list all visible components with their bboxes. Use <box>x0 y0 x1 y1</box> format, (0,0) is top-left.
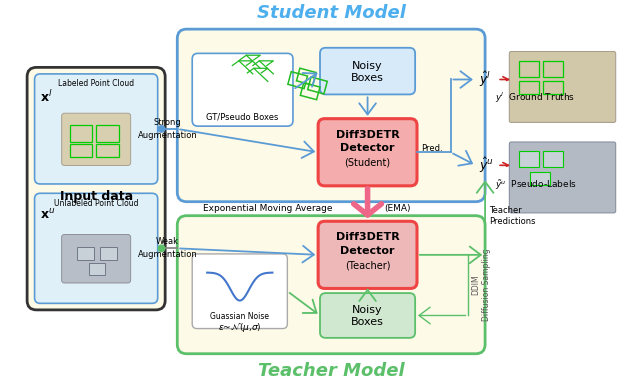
Bar <box>96 144 118 157</box>
FancyBboxPatch shape <box>177 29 485 202</box>
Text: $\hat{y}^u$: $\hat{y}^u$ <box>479 156 493 175</box>
Text: $\hat{y}^l$: $\hat{y}^l$ <box>479 70 491 89</box>
Bar <box>89 264 106 275</box>
Text: Boxes: Boxes <box>351 73 384 83</box>
Text: Diff3DETR: Diff3DETR <box>336 130 399 140</box>
Bar <box>518 81 539 94</box>
Bar <box>518 61 539 77</box>
Text: $\mathbf{x}^l$: $\mathbf{x}^l$ <box>40 89 52 105</box>
Text: Detector: Detector <box>340 246 395 256</box>
FancyBboxPatch shape <box>318 119 417 186</box>
Text: $\varepsilon$~$\mathcal{N}$($\mu$,$\sigma$): $\varepsilon$~$\mathcal{N}$($\mu$,$\sigm… <box>218 321 262 334</box>
Bar <box>70 125 92 142</box>
Bar <box>296 68 316 85</box>
FancyBboxPatch shape <box>35 74 157 184</box>
FancyBboxPatch shape <box>61 113 131 165</box>
FancyBboxPatch shape <box>61 235 131 283</box>
Circle shape <box>158 126 164 132</box>
Text: Noisy: Noisy <box>352 305 383 315</box>
Circle shape <box>158 245 164 252</box>
Text: (Student): (Student) <box>344 158 390 168</box>
Bar <box>543 151 563 167</box>
Text: $\tilde{y}^u$  Pseudo-Labels: $\tilde{y}^u$ Pseudo-Labels <box>495 178 577 192</box>
Text: Input data: Input data <box>60 189 132 202</box>
Text: Unlabeled Point Cloud: Unlabeled Point Cloud <box>54 199 138 208</box>
Text: Weak: Weak <box>156 238 179 246</box>
Text: Strong: Strong <box>154 118 181 127</box>
Text: Noisy: Noisy <box>352 60 383 71</box>
FancyBboxPatch shape <box>318 221 417 288</box>
FancyBboxPatch shape <box>320 293 415 338</box>
FancyBboxPatch shape <box>177 216 485 354</box>
Bar <box>543 61 563 77</box>
Bar <box>543 81 563 94</box>
Text: Pred.: Pred. <box>420 144 442 153</box>
FancyBboxPatch shape <box>192 53 293 126</box>
Text: $\mathbf{x}^u$: $\mathbf{x}^u$ <box>40 208 56 222</box>
FancyBboxPatch shape <box>320 48 415 94</box>
FancyBboxPatch shape <box>35 193 157 303</box>
Text: Boxes: Boxes <box>351 317 384 327</box>
Text: Labeled Point Cloud: Labeled Point Cloud <box>58 79 134 89</box>
Text: Guassian Noise: Guassian Noise <box>211 312 269 321</box>
Text: Augmentation: Augmentation <box>138 250 197 259</box>
Text: (EMA): (EMA) <box>385 204 411 213</box>
FancyBboxPatch shape <box>27 67 165 310</box>
Text: Exponential Moving Average: Exponential Moving Average <box>204 204 333 213</box>
Text: DDIM
Diffusion Sampling: DDIM Diffusion Sampling <box>472 248 491 321</box>
Text: GT/Pseudo Boxes: GT/Pseudo Boxes <box>206 112 279 121</box>
Bar <box>288 72 307 89</box>
Bar <box>530 172 550 185</box>
Bar <box>70 144 92 157</box>
Bar <box>308 77 327 94</box>
Text: Student Model: Student Model <box>257 4 406 22</box>
Text: $y^l$  Ground Truths: $y^l$ Ground Truths <box>495 91 575 105</box>
Bar <box>300 83 320 100</box>
FancyBboxPatch shape <box>509 52 616 122</box>
Text: Augmentation: Augmentation <box>138 131 197 140</box>
FancyBboxPatch shape <box>509 142 616 213</box>
Text: Diff3DETR: Diff3DETR <box>336 233 399 243</box>
Bar <box>77 247 94 260</box>
Text: Teacher Model: Teacher Model <box>258 362 404 380</box>
Text: (Teacher): (Teacher) <box>345 261 390 270</box>
FancyBboxPatch shape <box>192 254 287 329</box>
Bar <box>518 151 539 167</box>
Bar <box>100 247 116 260</box>
Text: Detector: Detector <box>340 143 395 153</box>
Bar <box>96 125 118 142</box>
Text: Teacher
Predictions: Teacher Predictions <box>489 206 535 226</box>
